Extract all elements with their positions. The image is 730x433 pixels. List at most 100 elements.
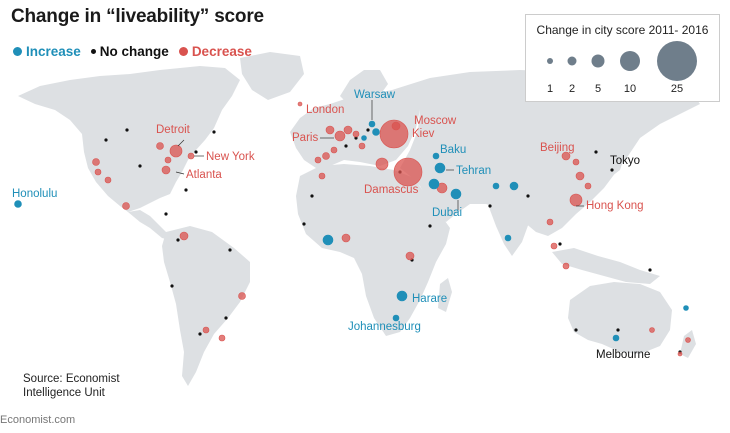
city-dot xyxy=(594,150,598,154)
city-paris xyxy=(334,130,346,142)
city-eu-2 xyxy=(352,130,360,138)
city-eu-1 xyxy=(343,125,353,135)
city-baku xyxy=(432,152,440,160)
uk-land xyxy=(314,106,328,132)
chart-title: Change in “liveability” score xyxy=(11,6,264,27)
city-melbourne xyxy=(612,334,620,342)
label-atlanta: Atlanta xyxy=(186,169,222,181)
city-africa-2 xyxy=(405,251,415,261)
india-land xyxy=(486,192,530,256)
size-label-25: 25 xyxy=(670,83,684,95)
size-legend-title: Change in city score 2011- 2016 xyxy=(536,23,709,37)
city-asia-2 xyxy=(575,171,585,181)
australia-land xyxy=(568,282,672,354)
city-nz-1 xyxy=(685,337,691,343)
no-change-cities xyxy=(104,128,682,354)
label-tokyo: Tokyo xyxy=(610,155,640,167)
city-dot xyxy=(138,164,142,168)
city-dot xyxy=(616,328,620,332)
city-dot xyxy=(488,204,492,208)
legend-increase-label: Increase xyxy=(26,44,81,59)
city-atlanta xyxy=(161,165,171,175)
label-warsaw: Warsaw xyxy=(354,89,396,101)
label-leader-lines xyxy=(175,100,584,210)
africa-land xyxy=(296,164,450,336)
label-dubai: Dubai xyxy=(432,207,462,219)
increase-cities xyxy=(14,120,689,342)
scandinavia-land xyxy=(340,70,388,104)
label-moscow: Moscow xyxy=(414,115,457,127)
label-kiev: Kiev xyxy=(412,128,435,140)
city-aus-inc-1 xyxy=(683,305,689,311)
city-hong-kong xyxy=(569,193,583,207)
city-johannesburg xyxy=(392,314,400,322)
city-eu-6 xyxy=(314,156,322,164)
japan-land xyxy=(608,142,626,176)
size-legend-circles xyxy=(547,41,697,81)
city-me-inc-2 xyxy=(492,182,500,190)
label-detroit: Detroit xyxy=(156,124,191,136)
city-dot xyxy=(610,168,614,172)
southeast-asia-islands-land xyxy=(552,248,660,284)
city-dot xyxy=(428,224,432,228)
city-sa-3 xyxy=(218,334,226,342)
size-circle-2 xyxy=(567,56,577,66)
decrease-cities xyxy=(92,101,691,357)
legend-no-change: No change xyxy=(90,44,169,59)
city-sa-1 xyxy=(179,231,189,241)
city-us-2 xyxy=(94,168,102,176)
city-dot xyxy=(104,138,108,142)
city-new-york xyxy=(187,152,195,160)
label-hong-kong: Hong Kong xyxy=(586,200,644,212)
city-dot xyxy=(526,194,530,198)
city-dot xyxy=(310,194,314,198)
increase-dot-icon xyxy=(13,47,22,56)
size-legend: Change in city score 2011- 2016 1 2 5 10… xyxy=(525,14,720,102)
city-harare xyxy=(396,290,408,302)
legend-increase: Increase xyxy=(13,44,81,59)
label-honolulu: Honolulu xyxy=(12,188,57,200)
new-zealand-land xyxy=(680,330,696,358)
city-damascus xyxy=(393,157,423,187)
city-warsaw xyxy=(368,120,376,128)
city-detroit xyxy=(169,144,183,158)
city-africa-1 xyxy=(341,233,351,243)
size-circle-25 xyxy=(657,41,697,81)
city-dot xyxy=(228,248,232,252)
legend-no-change-label: No change xyxy=(99,44,169,59)
city-sa-2 xyxy=(238,292,246,300)
city-us-6 xyxy=(122,202,130,210)
city-dot xyxy=(648,268,652,272)
legend-decrease: Decrease xyxy=(178,44,252,59)
city-asia-1 xyxy=(572,158,580,166)
source-note: Source: Economist Intelligence Unit xyxy=(23,372,120,400)
source-line-1: Source: Economist xyxy=(23,373,120,385)
decrease-dot-icon xyxy=(178,47,188,56)
label-new-york: New York xyxy=(206,151,255,163)
label-paris: Paris xyxy=(292,132,318,144)
label-beijing: Beijing xyxy=(540,142,575,154)
central-america-land xyxy=(128,210,170,240)
size-circle-1 xyxy=(547,58,553,64)
city-dot xyxy=(170,284,174,288)
city-us-5 xyxy=(164,156,172,164)
city-beijing xyxy=(561,151,571,161)
city-dot xyxy=(344,144,348,148)
city-eu-inc-2 xyxy=(361,135,367,141)
land-masses xyxy=(18,52,700,386)
city-dot xyxy=(125,128,129,132)
size-label-2: 2 xyxy=(568,83,576,95)
greenland-land xyxy=(240,52,304,100)
city-eu-3 xyxy=(358,142,366,150)
source-line-2: Intelligence Unit xyxy=(23,387,105,399)
south-america-land xyxy=(162,226,250,386)
city-dot xyxy=(302,222,306,226)
city-london xyxy=(325,125,335,135)
city-eu-7 xyxy=(297,101,303,107)
city-asia-6 xyxy=(562,262,570,270)
asia-land xyxy=(392,70,700,236)
color-legend: Increase No change Decrease xyxy=(13,44,262,59)
city-dot xyxy=(198,332,202,336)
city-asia-inc-1 xyxy=(504,234,512,242)
city-dot xyxy=(184,188,188,192)
